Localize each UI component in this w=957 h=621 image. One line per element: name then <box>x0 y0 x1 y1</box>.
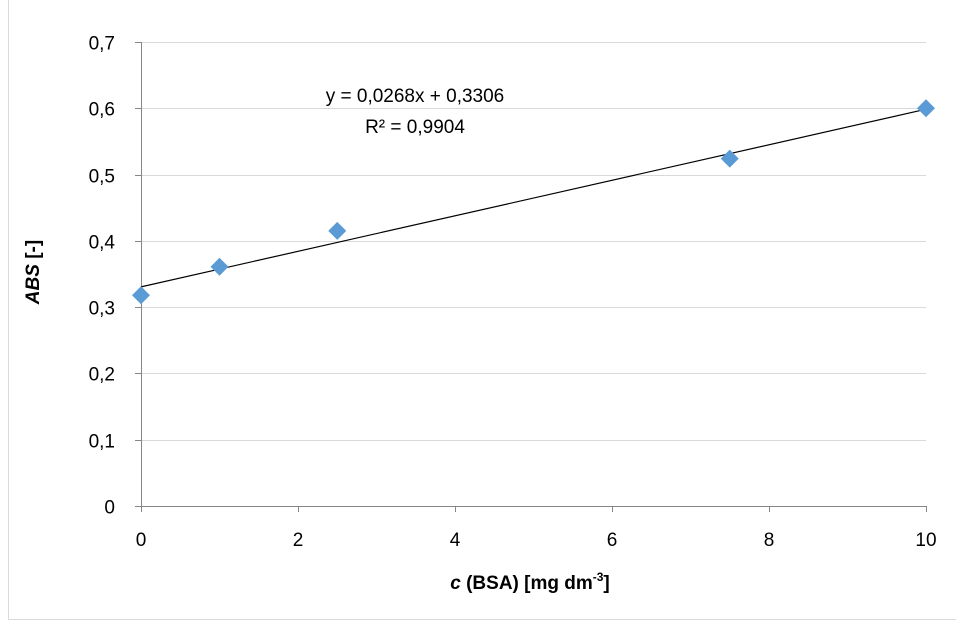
y-tick-label: 0,4 <box>89 233 116 254</box>
y-tick-label: 0,3 <box>89 299 115 320</box>
y-tick-label: 0,5 <box>89 167 115 188</box>
x-axis-title-close: ] <box>603 573 609 594</box>
y-axis-title-rest: [-] <box>23 240 44 264</box>
y-tick-label: 0,1 <box>89 432 115 453</box>
x-tick-label: 8 <box>764 530 775 551</box>
x-tick-label: 10 <box>915 530 936 551</box>
tick-labels: 0 0,1 0,2 0,3 0,4 0,5 0,6 0,7 0 2 4 6 8 10 <box>89 34 937 552</box>
y-axis-title-italic: ABS <box>23 264 44 305</box>
y-axis-title: ABS [-] <box>23 240 44 305</box>
gridlines <box>141 42 926 441</box>
x-tick-label: 2 <box>293 530 304 551</box>
data-point <box>132 286 150 305</box>
y-tick-label: 0,2 <box>89 365 115 386</box>
x-axis-title: c (BSA) [mg dm-3] <box>450 570 610 594</box>
y-tick-label: 0,7 <box>89 34 115 55</box>
chart-area <box>8 0 956 620</box>
data-points <box>132 99 935 305</box>
x-tick-label: 6 <box>607 530 618 551</box>
trendline-layer <box>140 108 927 288</box>
axes <box>135 42 927 512</box>
x-tick-label: 0 <box>136 530 147 551</box>
trendline-equation: y = 0,0268x + 0,3306 <box>326 86 505 107</box>
x-axis-title-italic: c <box>450 573 461 594</box>
data-point <box>917 99 935 118</box>
data-point <box>720 149 739 168</box>
trendline-r-squared: R² = 0,9904 <box>365 117 465 138</box>
data-point <box>328 221 347 240</box>
trendline <box>140 108 927 288</box>
y-tick-label: 0 <box>104 498 115 519</box>
data-point <box>210 257 229 276</box>
x-axis-title-sup: -3 <box>593 570 604 584</box>
x-axis-title-main: (BSA) [mg dm <box>461 573 593 594</box>
x-tick-label: 4 <box>450 530 461 551</box>
y-tick-label: 0,6 <box>89 100 115 121</box>
